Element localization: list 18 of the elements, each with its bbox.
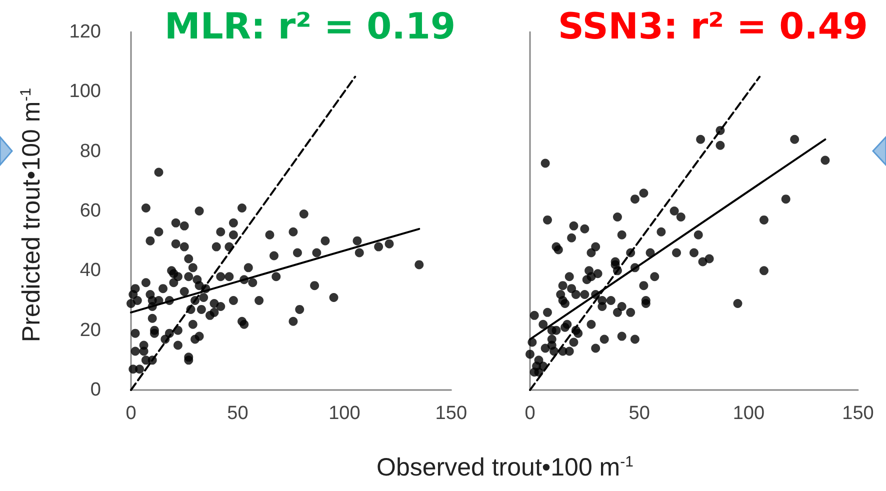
x-tick-label: 150: [842, 403, 874, 424]
x-tick-label: 0: [126, 403, 136, 424]
y-tick-label: 120: [69, 22, 101, 42]
y-tick-label: 100: [69, 81, 101, 102]
y-tick-label: 0: [90, 380, 101, 400]
y-tick-label: 40: [80, 260, 101, 282]
x-tick-label: 150: [435, 403, 467, 424]
x-tick-label: 100: [732, 403, 765, 424]
x-axis-title: Observed trout•100 m$^{-1}$: [376, 453, 634, 483]
x-tick-label: 50: [227, 403, 248, 424]
y-tick-label: 60: [80, 200, 101, 222]
x-tick-label: 100: [328, 403, 360, 424]
chart-title: SSN3: r² = 0.49: [558, 6, 868, 48]
chart-title: MLR: r² = 0.19: [164, 6, 456, 48]
x-tick-label: 50: [628, 403, 650, 424]
y-tick-label: 80: [80, 140, 101, 162]
y-tick-label: 20: [80, 320, 101, 341]
x-tick-label: 0: [524, 403, 536, 424]
